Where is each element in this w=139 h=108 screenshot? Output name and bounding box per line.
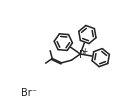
Text: Br⁻: Br⁻ — [21, 88, 37, 98]
Text: P: P — [79, 50, 85, 60]
Text: +: + — [81, 47, 88, 56]
